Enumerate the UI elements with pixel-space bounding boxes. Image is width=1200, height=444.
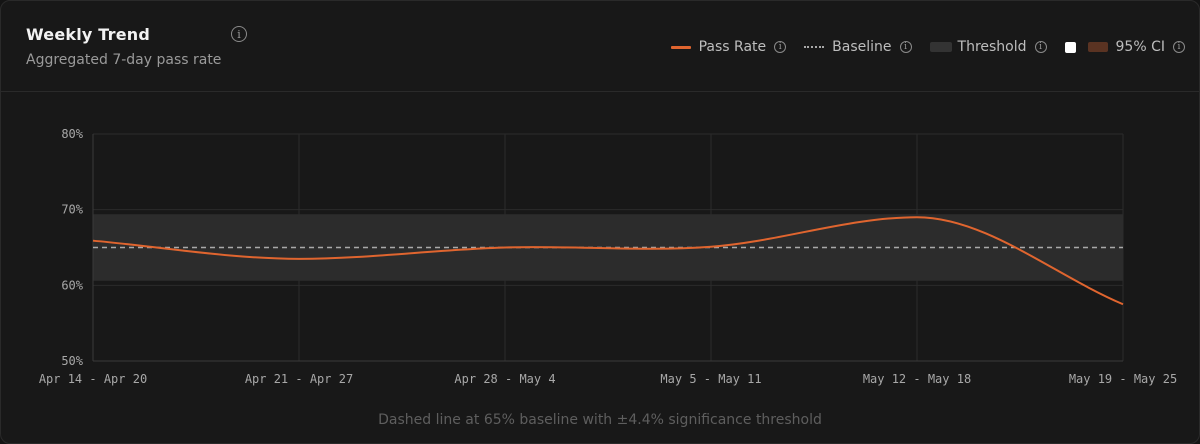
y-tick-label: 50% xyxy=(61,354,83,368)
x-tick-label: May 19 - May 25 xyxy=(1069,372,1177,386)
x-tick-label: May 5 - May 11 xyxy=(660,372,761,386)
info-icon[interactable]: i xyxy=(1173,41,1185,53)
pass-rate-line xyxy=(92,216,1124,306)
line-chart: 50% 60% 70% 80% Apr 14 - Apr 20 Apr 21 - Apr … xyxy=(39,127,1177,386)
info-icon[interactable]: i xyxy=(774,41,787,53)
x-tick-label: Apr 28 - May 4 xyxy=(454,372,555,386)
card-subtitle: Aggregated 7-day pass rate xyxy=(26,52,222,68)
ci-checkbox[interactable] xyxy=(1064,41,1076,53)
y-tick-label: 80% xyxy=(61,127,83,141)
legend-label-threshold: Threshold xyxy=(957,39,1027,55)
ci-swatch xyxy=(1087,42,1108,52)
y-tick-label: 60% xyxy=(61,278,83,292)
x-tick-label: May 12 - May 18 xyxy=(863,372,971,386)
legend-label-ci: 95% CI xyxy=(1115,39,1165,55)
y-tick-label: 70% xyxy=(61,203,83,217)
pass-rate-swatch xyxy=(670,45,691,49)
chart-footnote: Dashed line at 65% baseline with ±4.4% s… xyxy=(378,412,822,428)
legend-label-pass-rate: Pass Rate xyxy=(698,39,767,55)
chart-legend: Pass Rate i Baseline i Threshold i 95% C… xyxy=(653,39,1185,55)
x-tick-label: Apr 14 - Apr 20 xyxy=(39,372,147,386)
legend-item-baseline[interactable]: Baseline i xyxy=(804,39,912,55)
legend-item-pass-rate[interactable]: Pass Rate i xyxy=(670,39,787,55)
threshold-swatch xyxy=(929,42,952,52)
legend-item-ci[interactable]: 95% CI i xyxy=(1064,39,1185,55)
baseline-swatch xyxy=(804,46,825,48)
info-icon[interactable]: i xyxy=(1034,41,1047,53)
legend-item-threshold[interactable]: Threshold i xyxy=(929,39,1047,55)
legend-label-baseline: Baseline xyxy=(832,39,892,55)
info-icon[interactable]: i xyxy=(899,41,912,53)
card-header: Weekly Trend Aggregated 7-day pass rate … xyxy=(1,1,1199,92)
card-title: Weekly Trend xyxy=(26,25,151,44)
x-tick-label: Apr 21 - Apr 27 xyxy=(245,372,353,386)
info-icon[interactable]: i xyxy=(231,26,247,42)
